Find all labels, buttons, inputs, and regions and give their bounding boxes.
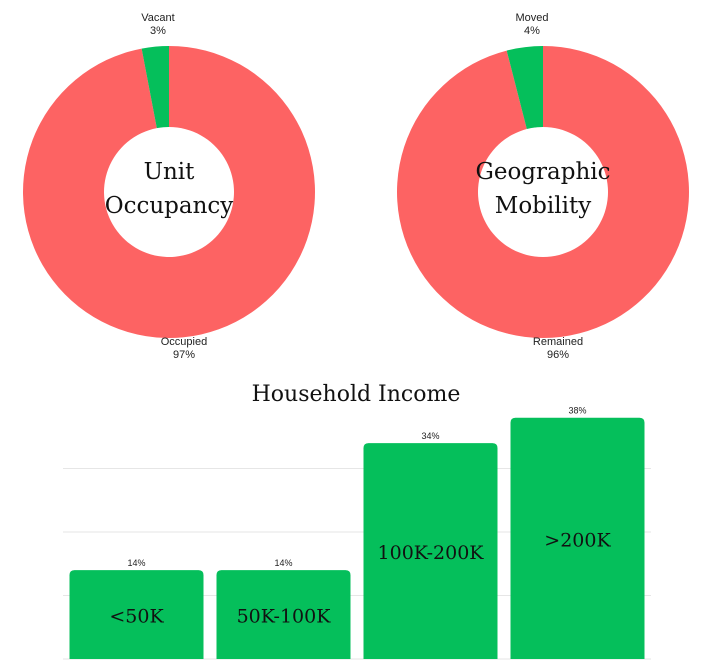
bar-50K-100K	[216, 570, 351, 659]
slice-value-moved: 4%	[524, 25, 540, 37]
bar-value-label: 34%	[421, 431, 439, 441]
slice-remained	[397, 46, 689, 339]
bar-value-label: 14%	[274, 558, 292, 568]
donut-title-line: Geographic	[475, 159, 610, 185]
bar-value-label: 38%	[568, 406, 586, 416]
slice-vacant	[141, 46, 169, 129]
bar-chart-title: Household Income	[252, 382, 461, 407]
bar-category-label: 50K-100K	[237, 606, 332, 628]
donut-title-line: Mobility	[495, 193, 591, 219]
bar-category-label: <50K	[109, 606, 164, 628]
slice-label-moved: Moved	[515, 12, 548, 24]
slice-label-remained: Remained	[533, 336, 583, 348]
slice-value-remained: 96%	[547, 349, 569, 361]
slice-label-occupied: Occupied	[161, 336, 207, 348]
bar-category-label: 100K-200K	[378, 542, 485, 564]
bar->200K	[510, 417, 645, 659]
slice-value-vacant: 3%	[150, 25, 166, 37]
bar-value-label: 14%	[127, 558, 145, 568]
bar-<50K	[69, 570, 204, 659]
slice-occupied	[22, 46, 316, 338]
donut-title-line: Unit	[144, 159, 196, 185]
slice-moved	[506, 46, 543, 130]
bar-category-label: >200K	[544, 529, 611, 551]
bar-100K-200K	[363, 443, 498, 659]
household-income-bar-chart: Household Income 14% <50K 14% 50K-100K 34% 100…	[63, 382, 651, 660]
slice-label-vacant: Vacant	[141, 12, 174, 24]
donut-title-line: Occupancy	[105, 193, 234, 219]
slice-value-occupied: 97%	[173, 349, 195, 361]
